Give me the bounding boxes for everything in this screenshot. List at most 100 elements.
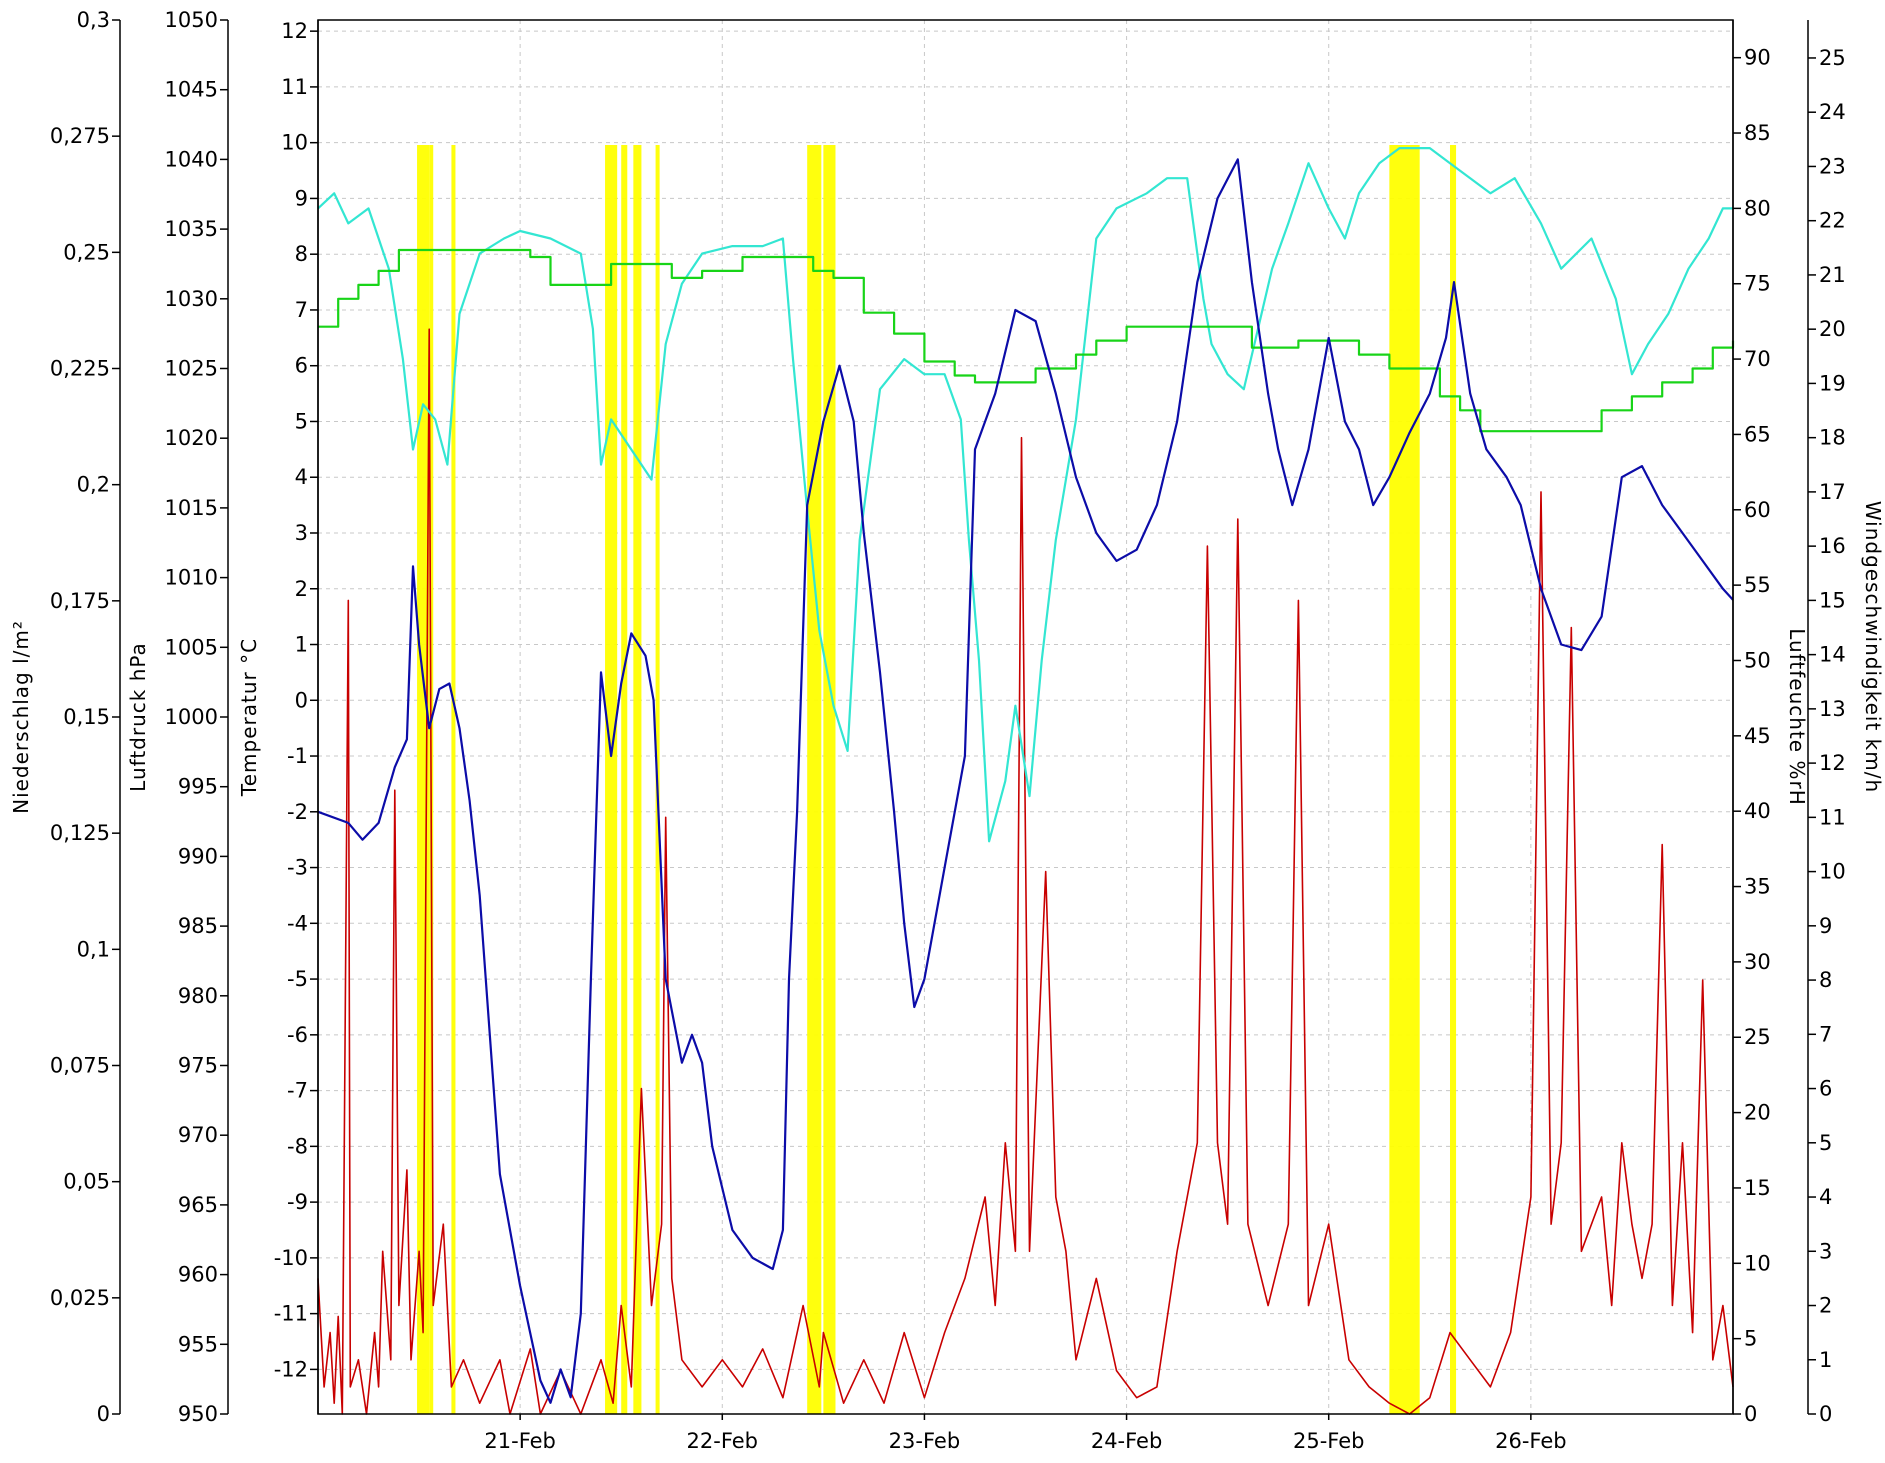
windgeschwindigkeit-axis: 0123456789101112131415161718192021222324… xyxy=(1807,20,1885,1426)
temperatur-tick-label: 7 xyxy=(295,298,308,322)
windgeschwindigkeit-tick-label: 12 xyxy=(1819,751,1846,775)
windgeschwindigkeit-tick-label: 14 xyxy=(1819,643,1846,667)
niederschlag-tick-label: 0,2 xyxy=(77,473,110,497)
axes-layer: 0 0,025 0,05 0,075 0,1 0,125 0,15 0,175 0,2 0,225… xyxy=(9,8,1885,1426)
niederschlag-bar xyxy=(1450,145,1457,1414)
luftdruck-tick-label: 1000 xyxy=(165,705,218,729)
luftfeuchte-series xyxy=(317,147,1733,843)
x-tick-label: 21-Feb xyxy=(484,1429,555,1453)
temperatur-tick-label: 9 xyxy=(295,186,308,210)
niederschlag-tick-label: 0,025 xyxy=(50,1286,110,1310)
niederschlag-bar xyxy=(621,145,628,1414)
temperatur-tick-label: -4 xyxy=(287,911,308,935)
luftfeuchte-tick-label: 10 xyxy=(1744,1251,1771,1275)
luftfeuchte-tick-label: 80 xyxy=(1744,196,1771,220)
luftfeuchte-tick-label: 35 xyxy=(1744,875,1771,899)
luftfeuchte-axis: 0 5 10 15 20 25 30 35 40 45 50 55 60 65 70 75 80 85 90 Luft… xyxy=(1732,20,1809,1426)
windgeschwindigkeit-tick-label: 15 xyxy=(1819,588,1846,612)
temperatur-axis: -12-11-10-9-8-7-6-5-4-3-2-10123456789101… xyxy=(237,19,319,1414)
luftfeuchte-tick-label: 55 xyxy=(1744,573,1771,597)
windgeschwindigkeit-tick-label: 4 xyxy=(1819,1185,1832,1209)
windgeschwindigkeit-tick-label: 1 xyxy=(1819,1348,1832,1372)
temperatur-tick-label: 10 xyxy=(281,131,308,155)
windgeschwindigkeit-tick-label: 10 xyxy=(1819,860,1846,884)
luftfeuchte-tick-label: 70 xyxy=(1744,347,1771,371)
luftfeuchte-tick-label: 90 xyxy=(1744,46,1771,70)
x-tick-label: 25-Feb xyxy=(1293,1429,1364,1453)
niederschlag-tick-label: 0 xyxy=(97,1402,110,1426)
luftdruck-axis: 950 955 960 965 970 975 980 985 990 995 1000 1005 10… xyxy=(126,8,229,1426)
luftfeuchte-tick-label: 30 xyxy=(1744,950,1771,974)
luftdruck-tick-label: 970 xyxy=(178,1123,218,1147)
windgeschwindigkeit-tick-label: 19 xyxy=(1819,371,1846,395)
temperatur-tick-label: -11 xyxy=(274,1302,308,1326)
temperatur-tick-label: 5 xyxy=(295,409,308,433)
windgeschwindigkeit-tick-label: 7 xyxy=(1819,1022,1832,1046)
luftdruck-tick-label: 1035 xyxy=(165,217,218,241)
luftdruck-tick-label: 1030 xyxy=(165,287,218,311)
luftfeuchte-tick-label: 20 xyxy=(1744,1101,1771,1125)
luftfeuchte-tick-label: 75 xyxy=(1744,272,1771,296)
windgeschwindigkeit-tick-label: 16 xyxy=(1819,534,1846,558)
luftdruck-tick-label: 1005 xyxy=(165,635,218,659)
windgeschwindigkeit-tick-label: 25 xyxy=(1819,46,1846,70)
x-tick-label: 23-Feb xyxy=(889,1429,960,1453)
luftfeuchte-tick-label: 85 xyxy=(1744,121,1771,145)
temperatur-tick-label: 12 xyxy=(281,19,308,43)
windgeschwindigkeit-line xyxy=(317,328,1734,1415)
windgeschwindigkeit-tick-label: 20 xyxy=(1819,317,1846,341)
luftdruck-tick-label: 1010 xyxy=(165,566,218,590)
temperatur-axis-title: Temperatur °C xyxy=(237,638,261,797)
windgeschwindigkeit-axis-title: Windgeschwindigkeit km/h xyxy=(1861,501,1885,793)
luftfeuchte-tick-label: 50 xyxy=(1744,648,1771,672)
luftfeuchte-tick-label: 65 xyxy=(1744,422,1771,446)
niederschlag-axis-title: Niederschlag l/m² xyxy=(9,620,33,814)
luftdruck-tick-label: 1020 xyxy=(165,426,218,450)
niederschlag-tick-label: 0,1 xyxy=(77,937,110,961)
temperatur-tick-label: 1 xyxy=(295,633,308,657)
niederschlag-bar xyxy=(417,145,430,1414)
niederschlag-bars xyxy=(417,145,1457,1414)
niederschlag-tick-label: 0,275 xyxy=(50,124,110,148)
temperatur-tick-label: -5 xyxy=(287,967,308,991)
grid-layer xyxy=(318,20,1733,1414)
niederschlag-tick-label: 0,125 xyxy=(50,821,110,845)
niederschlag-tick-label: 0,175 xyxy=(50,589,110,613)
x-axis-ticks: 21-Feb 22-Feb 23-Feb 24-Feb 25-Feb 26-Feb xyxy=(484,1414,1567,1453)
x-tick-label: 26-Feb xyxy=(1495,1429,1566,1453)
windgeschwindigkeit-tick-label: 18 xyxy=(1819,426,1846,450)
luftdruck-tick-label: 950 xyxy=(178,1402,218,1426)
temperatur-line xyxy=(317,158,1734,1404)
temperatur-tick-label: 2 xyxy=(295,577,308,601)
plot-border xyxy=(317,19,1734,1415)
windgeschwindigkeit-tick-label: 9 xyxy=(1819,914,1832,938)
temperatur-tick-label: -7 xyxy=(287,1079,308,1103)
niederschlag-tick-label: 0,05 xyxy=(63,1170,110,1194)
luftfeuchte-tick-label: 15 xyxy=(1744,1176,1771,1200)
windgeschwindigkeit-tick-label: 24 xyxy=(1819,100,1846,124)
windgeschwindigkeit-tick-label: 17 xyxy=(1819,480,1846,504)
temperatur-series xyxy=(317,158,1734,1404)
x-tick-label: 24-Feb xyxy=(1091,1429,1162,1453)
windgeschwindigkeit-tick-label: 6 xyxy=(1819,1077,1832,1101)
temperatur-tick-label: -12 xyxy=(274,1357,308,1381)
niederschlag-tick-label: 0,3 xyxy=(77,8,110,32)
temperatur-tick-label: -9 xyxy=(287,1190,308,1214)
temperatur-tick-label: 8 xyxy=(295,242,308,266)
luftfeuchte-tick-label: 0 xyxy=(1744,1402,1757,1426)
luftfeuchte-tick-label: 5 xyxy=(1744,1327,1757,1351)
luftdruck-tick-label: 1050 xyxy=(165,8,218,32)
niederschlag-tick-label: 0,075 xyxy=(50,1054,110,1078)
luftdruck-tick-label: 985 xyxy=(178,914,218,938)
luftdruck-tick-label: 1015 xyxy=(165,496,218,520)
windgeschwindigkeit-series xyxy=(317,328,1734,1415)
temperatur-tick-label: -2 xyxy=(287,800,308,824)
luftdruck-tick-label: 1025 xyxy=(165,357,218,381)
windgeschwindigkeit-tick-label: 13 xyxy=(1819,697,1846,721)
windgeschwindigkeit-tick-label: 22 xyxy=(1819,209,1846,233)
windgeschwindigkeit-tick-label: 0 xyxy=(1819,1402,1832,1426)
luftdruck-line xyxy=(318,248,1735,433)
luftfeuchte-tick-label: 25 xyxy=(1744,1025,1771,1049)
windgeschwindigkeit-tick-label: 8 xyxy=(1819,968,1832,992)
